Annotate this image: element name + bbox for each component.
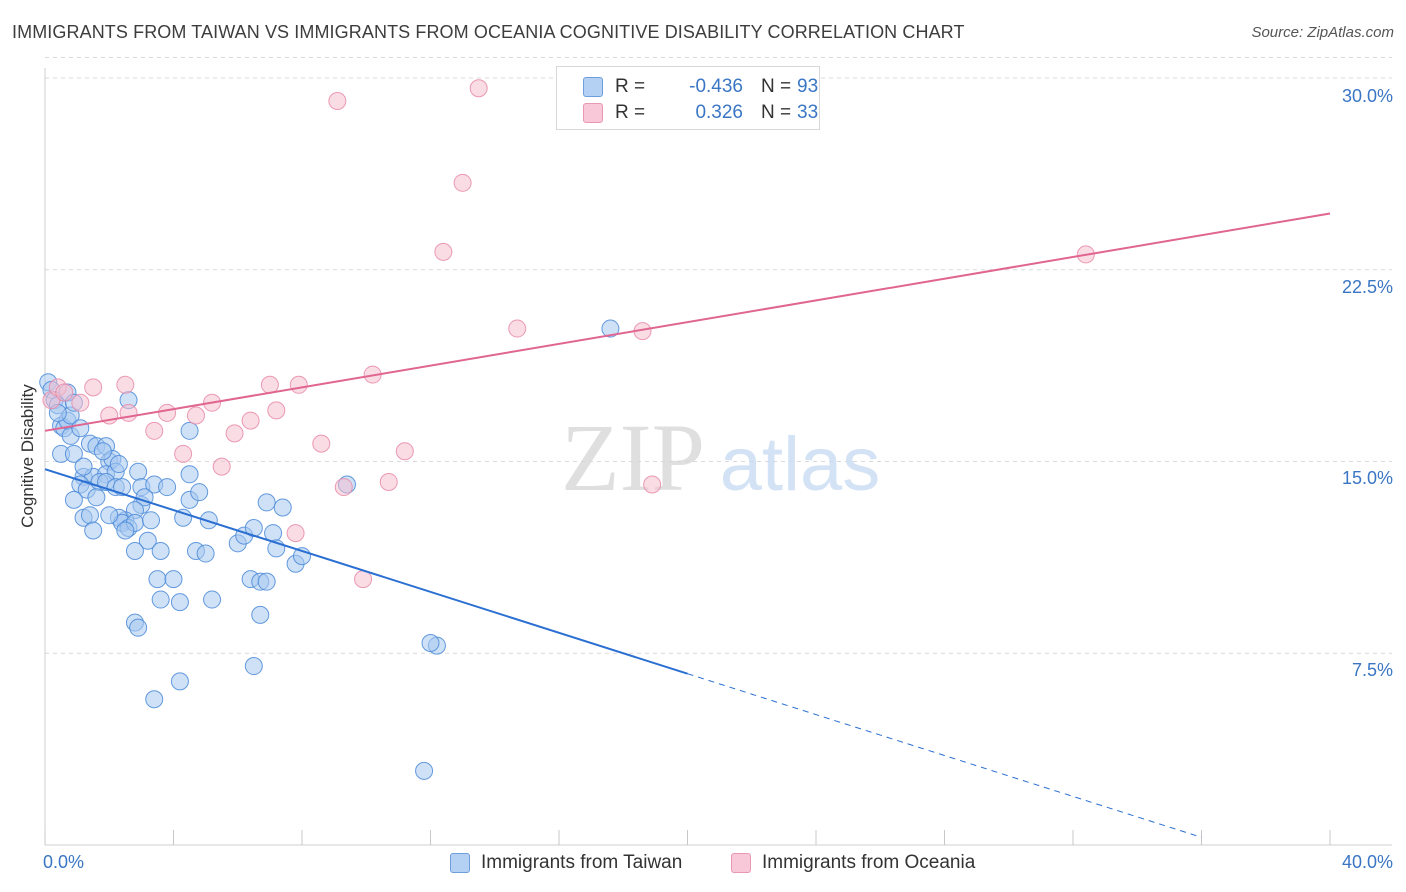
oceania-point — [119, 403, 138, 422]
oceania-swatch — [583, 103, 603, 123]
taiwan-point — [151, 590, 170, 609]
taiwan-point — [129, 618, 148, 637]
oceania-point — [174, 444, 193, 463]
taiwan-point — [74, 457, 93, 476]
taiwan-trend-line — [44, 468, 688, 675]
r-value: -0.436 — [689, 76, 743, 97]
oceania-point — [116, 375, 135, 394]
taiwan-point — [257, 572, 276, 591]
y-tick-label: 30.0% — [1341, 86, 1393, 106]
x-tick-label-max: 40.0% — [1341, 852, 1393, 872]
taiwan-point — [164, 570, 183, 589]
watermark-atlas: atlas — [720, 422, 881, 507]
n-label: N = — [761, 102, 792, 123]
taiwan-point — [84, 521, 103, 540]
taiwan-point — [273, 498, 292, 517]
stats-box: R = -0.436 N = 93 R = 0.326 N = 33 — [556, 66, 820, 130]
r-label: R = — [615, 76, 646, 97]
oceania-point — [334, 478, 353, 497]
legend-label: Immigrants from Taiwan — [481, 852, 683, 873]
taiwan-point — [158, 478, 177, 497]
oceania-point — [267, 401, 286, 420]
oceania-point — [241, 411, 260, 430]
taiwan-point — [145, 690, 164, 709]
oceania-legend-swatch — [731, 853, 751, 873]
source-label: Source: ZipAtlas.com — [1251, 24, 1394, 41]
taiwan-point — [64, 444, 83, 463]
y-axis-label: Cognitive Disability — [18, 384, 37, 528]
n-value: 93 — [797, 76, 819, 97]
oceania-point — [84, 378, 103, 397]
oceania-point — [186, 406, 205, 425]
taiwan-point — [64, 490, 83, 509]
taiwan-point — [109, 455, 128, 474]
taiwan-legend-swatch — [450, 853, 470, 873]
taiwan-point — [125, 541, 144, 560]
n-label: N = — [761, 76, 792, 97]
x-tick-label-min: 0.0% — [43, 852, 85, 872]
oceania-point — [260, 375, 279, 394]
trend-layer — [44, 212, 1331, 838]
oceania-point — [434, 242, 453, 261]
oceania-point — [643, 475, 662, 494]
points-layer — [39, 79, 1095, 780]
taiwan-point — [93, 442, 112, 461]
taiwan-point — [170, 672, 189, 691]
taiwan-point — [415, 761, 434, 780]
oceania-trend-line — [44, 212, 1331, 432]
grid-layer — [45, 57, 1392, 654]
taiwan-point — [151, 541, 170, 560]
oceania-point — [395, 442, 414, 461]
taiwan-point — [170, 593, 189, 612]
taiwan-point — [421, 634, 440, 653]
oceania-point — [145, 421, 164, 440]
taiwan-swatch — [583, 77, 603, 97]
taiwan-point — [601, 319, 620, 338]
oceania-point — [312, 434, 331, 453]
taiwan-point — [100, 506, 119, 525]
oceania-point — [379, 472, 398, 491]
r-label: R = — [615, 102, 646, 123]
oceania-point — [55, 383, 74, 402]
y-tick-label: 15.0% — [1341, 468, 1393, 488]
taiwan-point — [196, 544, 215, 563]
taiwan-point — [71, 419, 90, 438]
chart-title: IMMIGRANTS FROM TAIWAN VS IMMIGRANTS FRO… — [12, 22, 965, 42]
taiwan-point — [138, 531, 157, 550]
y-tick-label: 7.5% — [1351, 660, 1393, 680]
taiwan-point — [180, 465, 199, 484]
taiwan-point — [203, 590, 222, 609]
oceania-point — [286, 524, 305, 543]
oceania-point — [158, 403, 177, 422]
taiwan-point — [142, 511, 161, 530]
taiwan-point — [244, 657, 263, 676]
taiwan-point — [80, 506, 99, 525]
y-tick-label: 22.5% — [1341, 277, 1393, 297]
taiwan-point — [116, 521, 135, 540]
taiwan-point — [87, 488, 106, 507]
oceania-point — [508, 319, 527, 338]
taiwan-point — [129, 462, 148, 481]
oceania-point — [328, 92, 347, 111]
r-value: 0.326 — [695, 102, 743, 123]
legend-label: Immigrants from Oceania — [762, 852, 976, 873]
taiwan-point — [180, 421, 199, 440]
oceania-point — [225, 424, 244, 443]
taiwan-point — [251, 605, 270, 624]
oceania-point — [71, 393, 90, 412]
taiwan-trend-extension — [687, 673, 1202, 838]
taiwan-point — [148, 570, 167, 589]
axis-layer — [44, 68, 1392, 846]
watermark-zip: ZIP — [561, 404, 705, 511]
taiwan-point — [257, 493, 276, 512]
oceania-point — [453, 173, 472, 192]
oceania-point — [469, 79, 488, 98]
oceania-point — [289, 375, 308, 394]
oceania-point — [212, 457, 231, 476]
taiwan-point — [190, 483, 209, 502]
n-value: 33 — [797, 102, 819, 123]
